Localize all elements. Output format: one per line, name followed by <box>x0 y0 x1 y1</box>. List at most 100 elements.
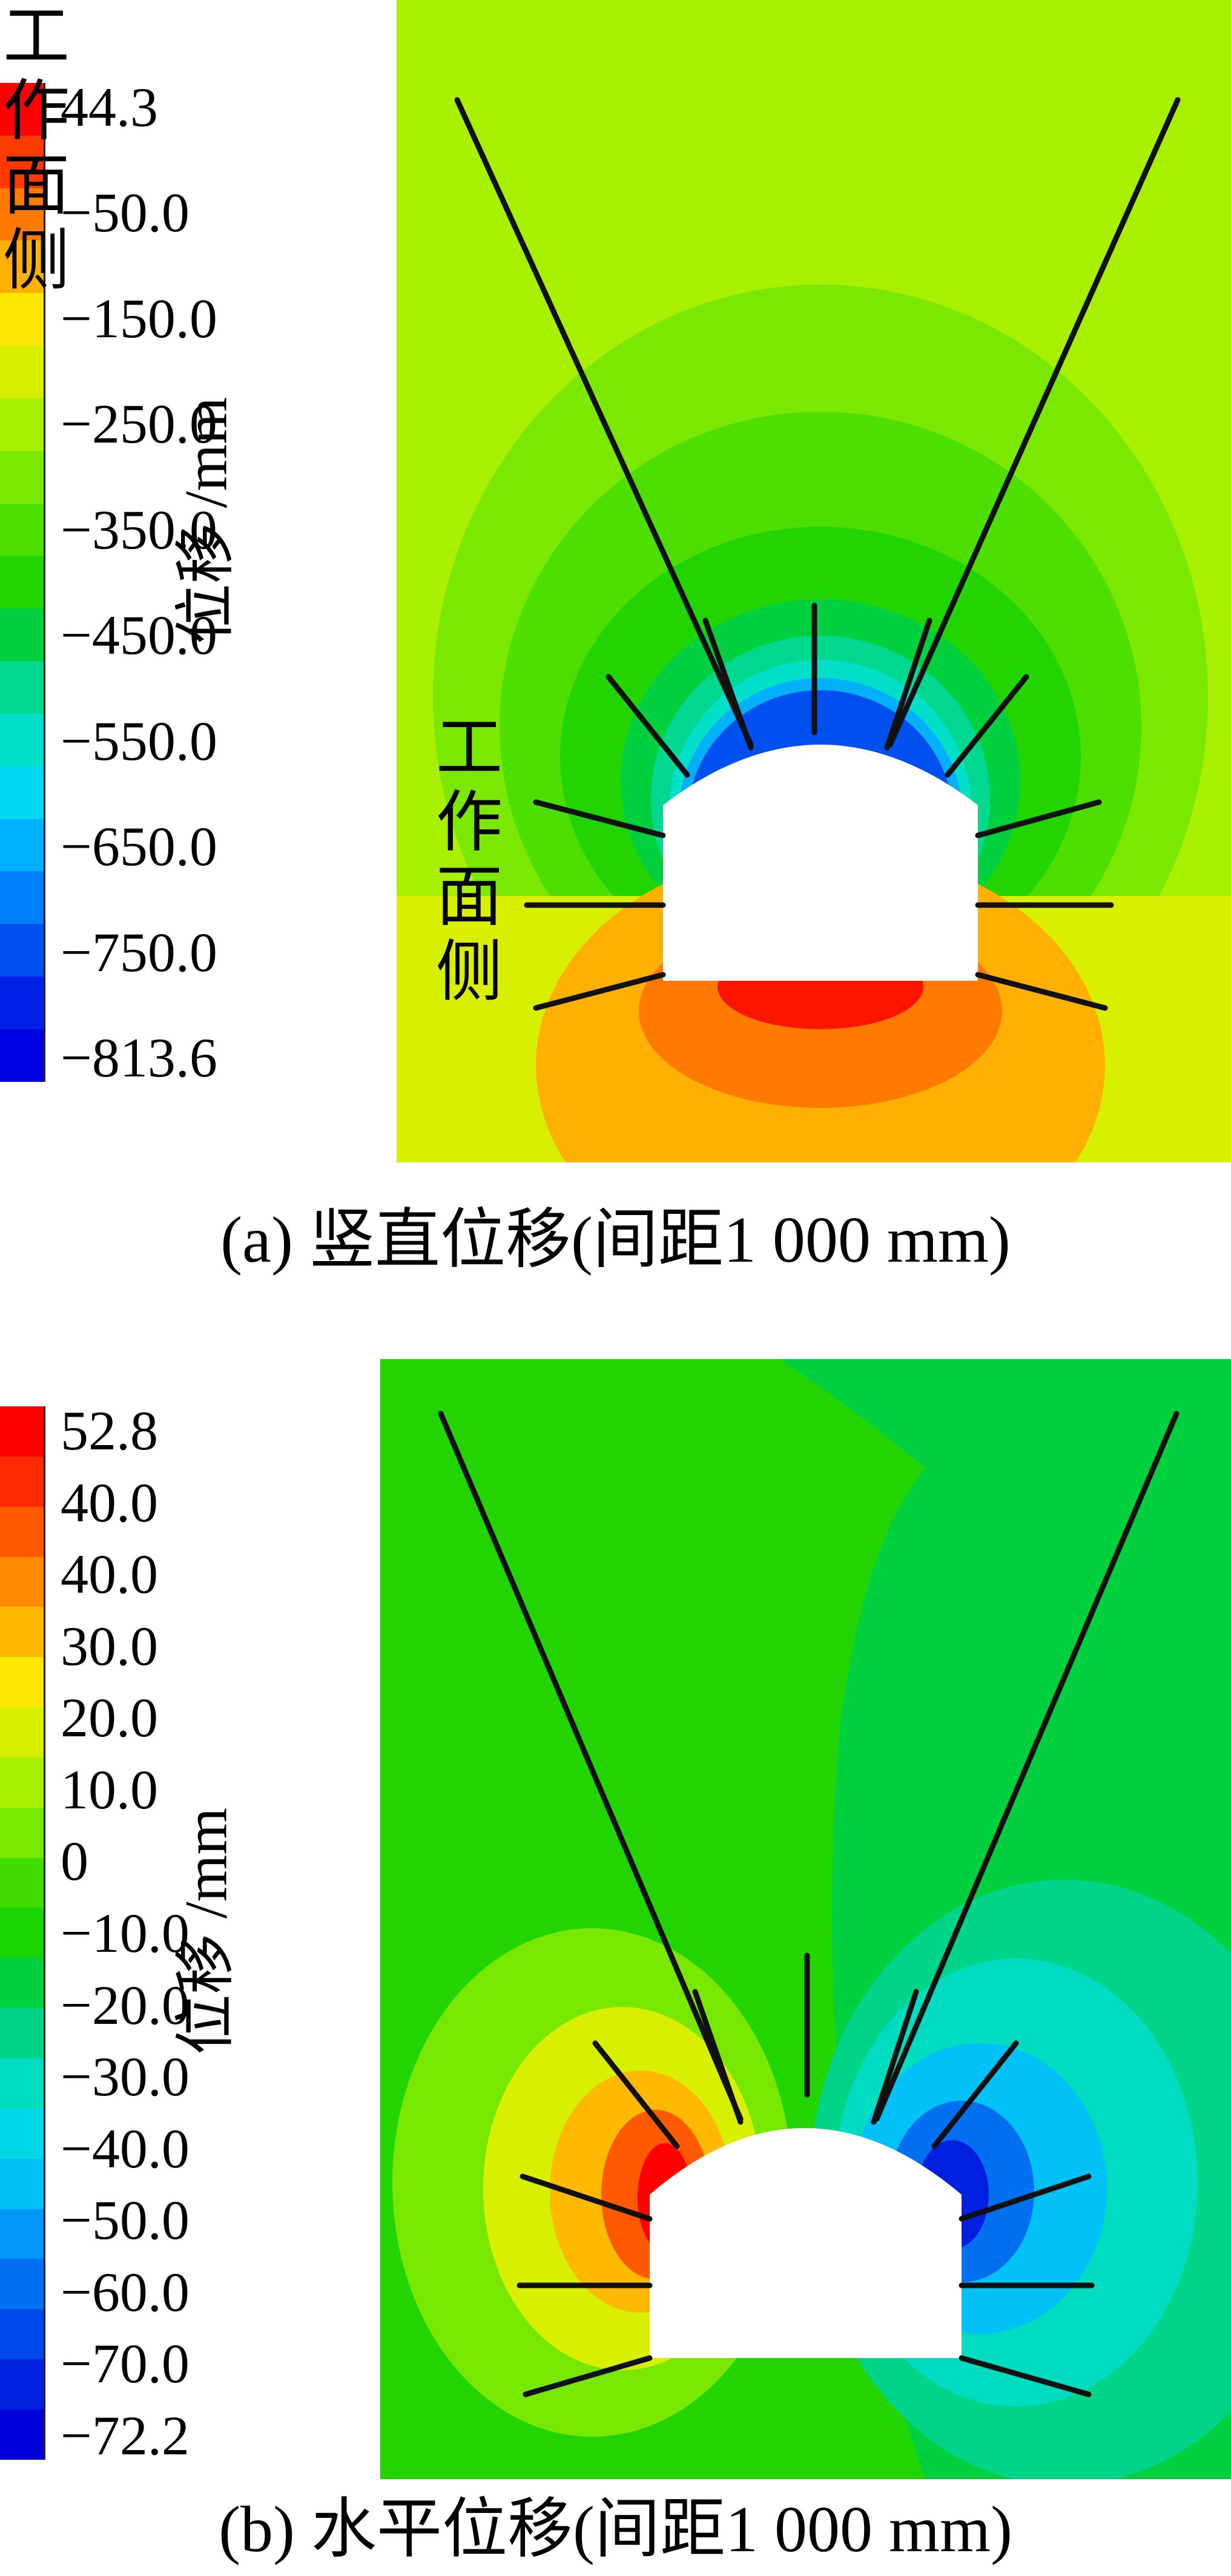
side-label-char: 工 <box>436 711 503 785</box>
colorbar-step <box>0 83 44 136</box>
side-label-char: 作 <box>3 74 70 149</box>
colorbar-step <box>0 871 44 924</box>
colorbar-step <box>0 2209 44 2259</box>
colorbar-tick-label: −72.2 <box>61 2405 190 2466</box>
colorbar-tick-label: −550.0 <box>61 710 217 772</box>
colorbar-step <box>0 1607 44 1658</box>
colorbar-tick-label: −60.0 <box>61 2261 190 2323</box>
colorbar-step <box>0 1908 44 1958</box>
side-label-char: 面 <box>436 860 503 935</box>
colorbar-step <box>0 2108 44 2159</box>
colorbar-unit-label: 位移 /mm <box>172 397 240 645</box>
bolt <box>959 2173 1092 2222</box>
colorbar-vertical <box>0 83 45 1082</box>
bolt <box>975 799 1102 838</box>
colorbar-step <box>0 1456 44 1507</box>
roadway-opening <box>663 745 978 981</box>
side-label-char: 侧 <box>3 223 70 298</box>
colorbar-tick-label: 40.0 <box>61 1471 158 1533</box>
colorbar-unit-label: 位移 /mm <box>172 1807 240 2055</box>
colorbar-step <box>0 1556 44 1607</box>
caption-horizontal: (b) 水平位移(间距1 000 mm) <box>219 2494 1012 2566</box>
colorbar-tick-label: −350.0 <box>61 498 217 561</box>
colorbar-tick-label: −40.0 <box>61 2117 190 2179</box>
colorbar-step <box>0 346 44 398</box>
contour-field-horizontal <box>380 1359 1231 2479</box>
colorbar-step <box>0 2008 44 2058</box>
bolt <box>871 1989 919 2125</box>
colorbar-step <box>0 1757 44 1808</box>
colorbar-tick-label: 20.0 <box>61 1687 158 1749</box>
colorbar-step <box>0 1707 44 1757</box>
colorbar-step <box>0 1807 44 1858</box>
working-face-side-label: 工作面侧 <box>433 711 506 1010</box>
colorbar-step <box>0 2259 44 2310</box>
colorbar-tick-label: −450.0 <box>61 604 217 667</box>
colorbar-tick-label: 10.0 <box>61 1758 158 1820</box>
colorbar-step <box>0 450 44 504</box>
panel-horizontal-displacement: 52.8 40.0 40.0 30.0 20.0 10.0 0 −10.0 −20.0 −30.0… <box>0 1326 1231 2576</box>
bolt <box>533 799 666 838</box>
colorbar-step <box>0 977 44 1029</box>
colorbar-step <box>0 2359 44 2410</box>
colorbar-step <box>0 2409 44 2460</box>
bolt <box>702 618 754 751</box>
colorbar-horizontal <box>0 1406 45 2460</box>
side-label-char: 作 <box>436 786 503 860</box>
cable-right-long <box>874 1411 1180 2122</box>
colorbar-step <box>0 1958 44 2009</box>
colorbar-tick-label: −650.0 <box>61 815 217 878</box>
colorbar-tick-label: −30.0 <box>61 2046 190 2108</box>
cable-left-long <box>454 97 754 748</box>
bolt <box>884 618 932 751</box>
colorbar-tick-label: −70.0 <box>61 2333 190 2395</box>
colorbar-tick-label: 52.8 <box>61 1400 158 1461</box>
rock-bolts <box>454 97 1181 1011</box>
bolt <box>931 2040 1019 2149</box>
colorbar-step <box>0 1406 44 1457</box>
caption-vertical: (a) 竖直位移(间距1 000 mm) <box>220 1204 1011 1276</box>
working-face-side-label: 工作面侧 <box>0 0 73 298</box>
rock-bolts <box>438 1411 1180 2397</box>
colorbar-tick-label: −150.0 <box>61 287 217 349</box>
colorbar-step <box>0 293 44 346</box>
bolt <box>692 1989 744 2125</box>
colorbar-tick-label: −20.0 <box>61 1974 190 2036</box>
colorbar-step <box>0 188 44 241</box>
colorbar-tick-label: −813.6 <box>61 1027 217 1089</box>
colorbar-step <box>0 1657 44 1708</box>
colorbar-step <box>0 713 44 766</box>
cable-right-long <box>887 97 1181 748</box>
colorbar-tick-label: 40.0 <box>61 1543 158 1606</box>
side-label-char: 工 <box>3 0 70 74</box>
bolt <box>975 972 1108 1011</box>
colorbar-step <box>0 1857 44 1908</box>
colorbar-tick-label: 30.0 <box>61 1615 158 1677</box>
bolt <box>533 972 666 1011</box>
colorbar-step <box>0 556 44 609</box>
side-label-char: 面 <box>3 149 70 223</box>
colorbar-step <box>0 2158 44 2209</box>
colorbar-step <box>0 398 44 451</box>
colorbar-step <box>0 608 44 662</box>
bolt <box>606 674 690 778</box>
colorbar-step <box>0 2058 44 2109</box>
colorbar-tick-label: 44.3 <box>61 76 158 138</box>
bolt <box>520 2173 653 2222</box>
colorbar-step <box>0 240 44 294</box>
colorbar-step <box>0 924 44 977</box>
colorbar-tick-label: −50.0 <box>61 2189 190 2252</box>
bolt <box>959 2355 1092 2397</box>
colorbar-step <box>0 819 44 872</box>
contour-field-vertical <box>397 0 1231 1162</box>
bolt <box>523 2355 653 2397</box>
contour-plot-vertical <box>397 0 1231 1162</box>
colorbar-step <box>0 661 44 714</box>
side-label-char: 侧 <box>436 935 503 1009</box>
cable-left-long <box>438 1411 744 2122</box>
colorbar-tick-label: −250.0 <box>61 393 217 455</box>
colorbar-step <box>0 2309 44 2360</box>
colorbar-step <box>0 135 44 188</box>
colorbar-step <box>0 503 44 556</box>
bolt <box>592 2040 680 2149</box>
